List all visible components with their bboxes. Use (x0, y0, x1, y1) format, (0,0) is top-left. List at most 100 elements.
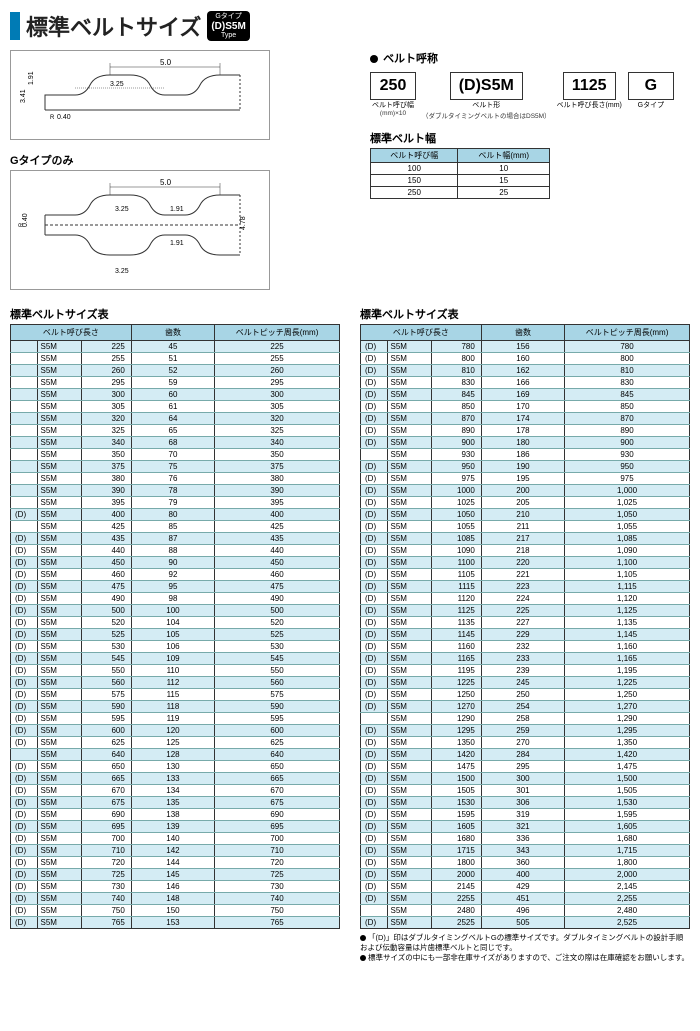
table-row: (D)S5M15053011,505 (361, 785, 690, 797)
table-row: (D)S5M16803361,680 (361, 833, 690, 845)
table-row: (D)S5M11002201,100 (361, 557, 690, 569)
table-row: (D)S5M500100500 (11, 605, 340, 617)
table-row: (D)S5M690138690 (11, 809, 340, 821)
bullet-icon (360, 935, 366, 941)
table-row: (D)S5M590118590 (11, 701, 340, 713)
table-row: S5M32064320 (11, 413, 340, 425)
size-table-title-left: 標準ベルトサイズ表 (10, 306, 340, 322)
table-row: (D)S5M800160800 (361, 353, 690, 365)
table-row: (D)S5M530106530 (11, 641, 340, 653)
table-row: S5M30060300 (11, 389, 340, 401)
table-row: (D)S5M10252051,025 (361, 497, 690, 509)
table-row: (D)S5M18003601,800 (361, 857, 690, 869)
pitch-dim: 5.0 (160, 58, 172, 67)
table-row: (D)S5M11052211,105 (361, 569, 690, 581)
designation-box-0: 250ベルト呼び幅(mm)×10 (370, 72, 416, 117)
svg-text:0.40: 0.40 (57, 114, 71, 121)
table-row: S5M24804962,480 (361, 905, 690, 917)
table-row: S5M39579395 (11, 497, 340, 509)
table-row: (D)S5M740148740 (11, 893, 340, 905)
svg-text:1.91: 1.91 (170, 206, 184, 213)
table-row: (D)S5M720144720 (11, 857, 340, 869)
table-row: (D)S5M765153765 (11, 917, 340, 929)
table-row: (D)S5M40080400 (11, 509, 340, 521)
table-row: (D)S5M675135675 (11, 797, 340, 809)
table-row: (D)S5M11252251,125 (361, 605, 690, 617)
table-row: (D)S5M11652331,165 (361, 653, 690, 665)
table-row: S5M39078390 (11, 485, 340, 497)
width-table: ベルト呼び幅ベルト幅(mm) 100101501525025 (370, 148, 550, 199)
profile-diagram-single: 5.0 3.25 1.91 3.41 R 0.40 (10, 50, 270, 140)
table-row: S5M29559295 (11, 377, 340, 389)
table-row: (D)S5M11202241,120 (361, 593, 690, 605)
table-row: (D)S5M22554512,255 (361, 893, 690, 905)
size-table-right: ベルト呼び長さ 歯数 ベルトピッチ周長(mm) (D)S5M780156780(… (360, 324, 690, 929)
table-row: (D)S5M950190950 (361, 461, 690, 473)
designation-title: ベルト呼称 (383, 53, 438, 65)
table-row: (D)S5M650130650 (11, 761, 340, 773)
table-row: (D)S5M15003001,500 (361, 773, 690, 785)
table-row: (D)S5M730146730 (11, 881, 340, 893)
table-row: (D)S5M890178890 (361, 425, 690, 437)
table-row: (D)S5M10002001,000 (361, 485, 690, 497)
table-row: (D)S5M44088440 (11, 545, 340, 557)
table-row: (D)S5M49098490 (11, 593, 340, 605)
table-row: (D)S5M12502501,250 (361, 689, 690, 701)
table-row: (D)S5M12702541,270 (361, 701, 690, 713)
table-row: (D)S5M625125625 (11, 737, 340, 749)
table-row: (D)S5M20004002,000 (361, 869, 690, 881)
table-row: (D)S5M975195975 (361, 473, 690, 485)
table-row: (D)S5M13502701,350 (361, 737, 690, 749)
svg-text:5.0: 5.0 (160, 178, 172, 187)
table-row: (D)S5M850170850 (361, 401, 690, 413)
svg-text:R: R (19, 222, 25, 227)
table-row: (D)S5M575115575 (11, 689, 340, 701)
designation-box-2: 1125ベルト呼び長さ(mm) (557, 72, 622, 110)
table-row: (D)S5M25255052,525 (361, 917, 690, 929)
table-row: S5M34068340 (11, 437, 340, 449)
table-row: (D)S5M845169845 (361, 389, 690, 401)
table-row: (D)S5M750150750 (11, 905, 340, 917)
table-row: (D)S5M10502101,050 (361, 509, 690, 521)
table-row: S5M25551255 (11, 353, 340, 365)
h2-dim: 3.41 (20, 89, 27, 103)
table-row: (D)S5M780156780 (361, 341, 690, 353)
table-row: (D)S5M520104520 (11, 617, 340, 629)
table-row: S5M35070350 (11, 449, 340, 461)
page-title: 標準ベルトサイズ (26, 10, 201, 42)
table-row: (D)S5M10852171,085 (361, 533, 690, 545)
size-table-left: ベルト呼び長さ 歯数 ベルトピッチ周長(mm) S5M22545225S5M25… (10, 324, 340, 929)
h1-dim: 1.91 (28, 71, 35, 85)
table-row: S5M32565325 (11, 425, 340, 437)
table-row: S5M12902581,290 (361, 713, 690, 725)
table-row: S5M930186930 (361, 449, 690, 461)
table-row: (D)S5M16053211,605 (361, 821, 690, 833)
table-row: (D)S5M830166830 (361, 377, 690, 389)
table-row: (D)S5M47595475 (11, 581, 340, 593)
table-row: (D)S5M45090450 (11, 557, 340, 569)
table-row: (D)S5M695139695 (11, 821, 340, 833)
designation-box-3: GGタイプ (628, 72, 674, 110)
table-row: (D)S5M11352271,135 (361, 617, 690, 629)
table-row: (D)S5M46092460 (11, 569, 340, 581)
table-row: (D)S5M870174870 (361, 413, 690, 425)
table-row: (D)S5M525105525 (11, 629, 340, 641)
bullet-icon (370, 55, 378, 63)
table-row: S5M22545225 (11, 341, 340, 353)
table-row: S5M26052260 (11, 365, 340, 377)
belt-designation: ベルト呼称 250ベルト呼び幅(mm)×10(D)S5Mベルト形（ダブルタイミン… (370, 50, 690, 120)
table-row: (D)S5M11952391,195 (361, 665, 690, 677)
table-row: (D)S5M10552111,055 (361, 521, 690, 533)
size-table-title-right: 標準ベルトサイズ表 (360, 306, 690, 322)
table-row: S5M37575375 (11, 461, 340, 473)
table-row: (D)S5M700140700 (11, 833, 340, 845)
table-row: (D)S5M14752951,475 (361, 761, 690, 773)
table-row: (D)S5M15953191,595 (361, 809, 690, 821)
table-row: (D)S5M12952591,295 (361, 725, 690, 737)
footnotes: 「(D)」印はダブルタイミングベルトGの標準サイズです。ダブルタイミングベルトの… (360, 933, 690, 963)
page-header: 標準ベルトサイズ Gタイプ (D)S5M Type (10, 10, 690, 42)
table-row: (D)S5M12252451,225 (361, 677, 690, 689)
table-row: (D)S5M725145725 (11, 869, 340, 881)
profile-diagram-double: 5.0 3.25 1.91 4.78 0.40 R 3.25 1.91 (10, 170, 270, 290)
table-row: (D)S5M15303061,530 (361, 797, 690, 809)
